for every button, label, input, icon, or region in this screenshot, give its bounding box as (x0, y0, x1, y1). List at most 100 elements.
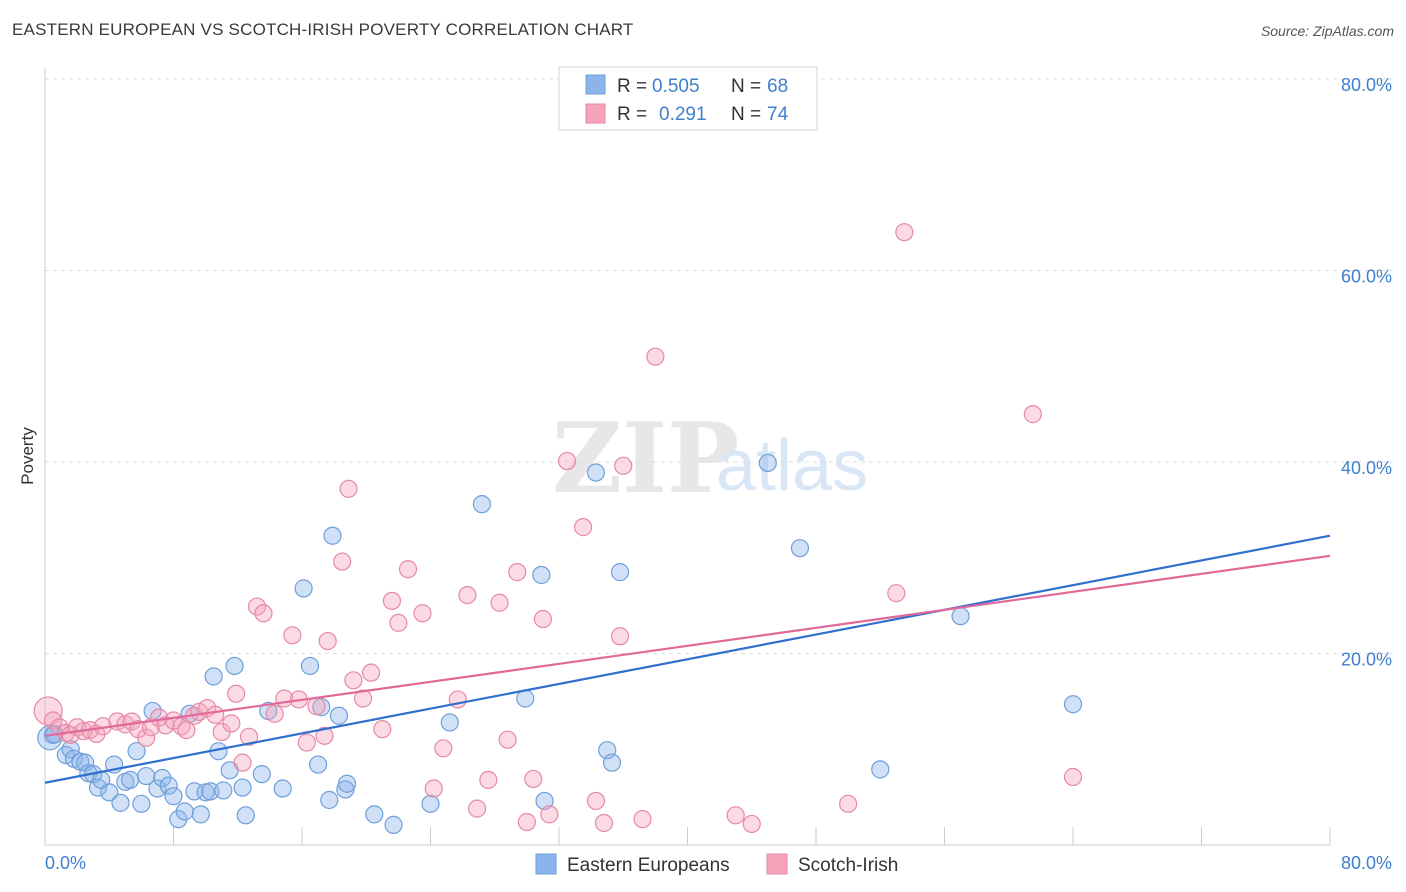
scotch-irish-point (222, 714, 241, 733)
y-tick-label: 40.0% (1341, 458, 1392, 478)
scotch-irish-point (614, 456, 633, 475)
correlation-legend: R = 0.505 N = 68 R = 0.291 N = 74 (558, 66, 818, 131)
eastern-europeans-trend-line (44, 534, 1331, 784)
scotch-irish-point (413, 604, 432, 623)
eastern-europeans-point (132, 794, 151, 813)
eastern-europeans-point (421, 794, 440, 813)
eastern-europeans-points (37, 453, 1083, 834)
scotch-irish-point (895, 223, 914, 242)
scotch-irish-point (533, 609, 553, 629)
scotch-irish-point (254, 604, 273, 623)
scotch-irish-point (726, 806, 745, 825)
eastern-europeans-point (137, 766, 156, 786)
legend-r-value: 0.291 (659, 104, 707, 125)
scotch-irish-point (43, 711, 63, 730)
legend-label-scotch-irish: Scotch-Irish (798, 855, 898, 876)
scotch-irish-point (333, 552, 352, 571)
eastern-europeans-point (1063, 695, 1083, 714)
legend-swatch-eastern-europeans (535, 853, 557, 875)
scotch-irish-point (1023, 405, 1042, 424)
legend-swatch-eastern (585, 74, 606, 95)
scotch-irish-point (353, 689, 373, 708)
x-tick-label: 0.0% (45, 853, 86, 873)
gridlines (45, 78, 1392, 654)
scotch-irish-point (398, 560, 418, 579)
scotch-irish-point (742, 814, 761, 834)
eastern-europeans-point (175, 802, 194, 821)
eastern-europeans-point (871, 760, 890, 779)
scotch-irish-point (479, 770, 498, 789)
scotch-irish-point (524, 769, 543, 789)
scotch-irish-point (344, 671, 363, 690)
eastern-europeans-point (164, 787, 183, 806)
eastern-europeans-point (201, 782, 220, 801)
scotch-irish-point (586, 791, 606, 811)
scotch-irish-point (633, 810, 652, 829)
scotch-irish-point (594, 813, 614, 833)
legend-swatch-scotch-irish (766, 853, 788, 875)
axes: 20.0% 40.0% 60.0% 80.0% 0.0% 80.0% (44, 68, 1392, 873)
chart-title: EASTERN EUROPEAN VS SCOTCH-IRISH POVERTY… (12, 20, 634, 39)
scotch-irish-point (887, 584, 906, 603)
scotch-irish-point (247, 597, 267, 616)
scotch-irish-point (177, 720, 196, 740)
scotch-irish-point (424, 779, 443, 798)
scotch-irish-point (33, 696, 63, 726)
scotch-irish-point (557, 451, 577, 471)
legend-r-label: R = (617, 104, 647, 125)
scotch-irish-point (373, 720, 392, 739)
scotch-irish-point (508, 563, 527, 582)
eastern-europeans-point (148, 779, 167, 798)
legend-swatch-scotch (585, 103, 606, 124)
scotch-irish-point (239, 727, 259, 746)
eastern-europeans-point (337, 774, 357, 793)
scotch-irish-point (517, 812, 536, 832)
scotch-irish-point (839, 794, 858, 813)
scotch-irish-point (361, 663, 381, 682)
legend-label-eastern-europeans: Eastern Europeans (567, 855, 730, 876)
legend-n-value: 74 (767, 104, 789, 125)
eastern-europeans-point (273, 779, 292, 798)
eastern-europeans-point (440, 713, 459, 732)
scotch-irish-point (307, 697, 326, 716)
eastern-europeans-point (61, 740, 80, 759)
scotch-irish-point (339, 479, 358, 498)
scotch-irish-point (283, 626, 302, 645)
eastern-europeans-point (610, 563, 630, 582)
eastern-europeans-point (472, 495, 491, 514)
scotch-irish-point (227, 684, 246, 703)
eastern-europeans-point (300, 656, 320, 676)
eastern-europeans-point (225, 656, 244, 676)
scotch-irish-point (646, 347, 665, 366)
eastern-europeans-point (204, 667, 223, 686)
watermark-atlas: atlas (716, 426, 868, 506)
scotch-irish-points (33, 223, 1083, 834)
x-tick-label: 80.0% (1341, 853, 1392, 873)
scotch-irish-point (382, 591, 402, 610)
eastern-europeans-point (111, 793, 130, 812)
legend-r-label: R = (617, 76, 647, 97)
scotch-irish-point (490, 593, 509, 612)
eastern-europeans-point (586, 463, 606, 482)
eastern-europeans-point (191, 805, 210, 824)
eastern-europeans-point (602, 753, 622, 772)
scotch-irish-point (498, 730, 517, 749)
eastern-europeans-point (535, 791, 554, 811)
watermark-zip: ZIP (552, 402, 739, 515)
scotch-irish-point (458, 585, 477, 605)
y-tick-label: 80.0% (1341, 75, 1392, 95)
eastern-europeans-point (214, 781, 233, 800)
series-legend: Eastern Europeans Scotch-Irish (535, 853, 898, 876)
scotch-irish-point (265, 704, 284, 723)
scotch-irish-point (1063, 767, 1083, 787)
scotch-irish-point (610, 627, 630, 646)
scotch-irish-point (315, 726, 334, 745)
y-tick-label: 20.0% (1341, 650, 1392, 670)
eastern-europeans-point (790, 539, 810, 558)
eastern-europeans-point (159, 776, 178, 795)
scotch-irish-point (389, 613, 408, 632)
eastern-europeans-point (294, 579, 313, 598)
eastern-europeans-point (121, 770, 140, 789)
eastern-europeans-point (100, 783, 119, 802)
